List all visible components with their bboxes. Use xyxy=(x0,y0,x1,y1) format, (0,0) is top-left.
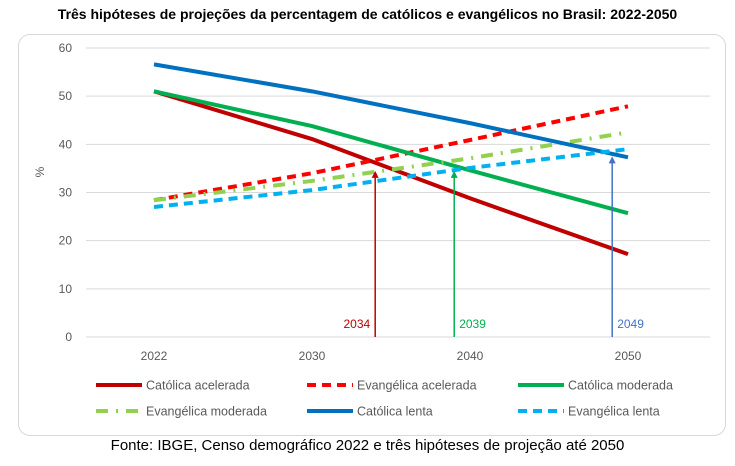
series-line-evang-lica-acelerada xyxy=(153,104,629,203)
legend-label: Católica acelerada xyxy=(146,379,250,393)
series-line-cat-lica-moderada xyxy=(153,89,629,216)
arrow-head-icon xyxy=(608,156,616,164)
y-tick-label: 20 xyxy=(59,234,73,248)
series-line-evang-lica-moderada xyxy=(153,130,629,203)
x-tick-label: 2030 xyxy=(299,349,326,363)
y-tick-label: 30 xyxy=(59,186,73,200)
x-tick-label: 2050 xyxy=(615,349,642,363)
x-tick-label: 2022 xyxy=(141,349,168,363)
y-tick-label: 60 xyxy=(59,41,73,55)
annotation-label: 2039 xyxy=(459,317,486,331)
annotation-label: 2034 xyxy=(343,317,370,331)
chart-frame xyxy=(18,34,726,436)
arrow-head-icon xyxy=(371,170,379,178)
series-line-cat-lica-acelerada xyxy=(153,89,629,257)
y-tick-label: 0 xyxy=(65,330,72,344)
legend-label: Evangélica moderada xyxy=(146,405,267,419)
chart-title: Três hipóteses de projeções da percentag… xyxy=(57,6,678,22)
y-axis-label: % xyxy=(33,166,47,177)
y-tick-label: 50 xyxy=(59,89,73,103)
annotation-label: 2049 xyxy=(617,317,644,331)
legend-label: Evangélica lenta xyxy=(568,405,660,419)
legend-label: Evangélica acelerada xyxy=(357,379,477,393)
y-tick-label: 40 xyxy=(59,137,73,151)
arrow-head-icon xyxy=(450,170,458,178)
series-line-evang-lica-lenta xyxy=(153,147,629,209)
y-tick-label: 10 xyxy=(59,282,73,296)
series-line-cat-lica-lenta xyxy=(153,62,629,160)
legend-label: Católica lenta xyxy=(357,405,433,419)
legend-label: Católica moderada xyxy=(568,379,673,393)
x-tick-label: 2040 xyxy=(457,349,484,363)
source-footer: Fonte: IBGE, Censo demográfico 2022 e tr… xyxy=(110,437,625,454)
